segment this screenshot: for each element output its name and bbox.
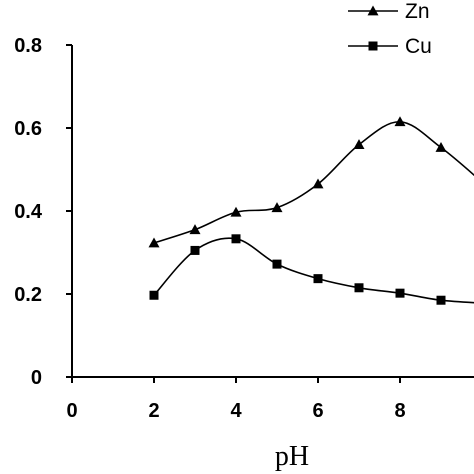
data-point: [149, 290, 159, 300]
legend-label: Cu: [405, 35, 432, 58]
data-point: [353, 139, 365, 149]
legend-marker: [367, 5, 379, 16]
data-point: [230, 206, 242, 217]
data-point: [354, 283, 364, 293]
x-tick-label: 0: [66, 400, 77, 422]
data-point: [312, 178, 324, 189]
tick-labels: 02468100.20.40.60.8: [14, 35, 405, 422]
data-point: [148, 237, 160, 248]
data-point: [394, 116, 406, 127]
x-tick-label: 2: [148, 400, 159, 422]
x-tick-label: 6: [312, 400, 323, 422]
series-cu: [149, 234, 474, 305]
ticks: [66, 44, 401, 383]
data-point: [272, 259, 282, 269]
series-line: [153, 120, 474, 244]
legend: Zn Cu: [348, 0, 432, 58]
data-point: [436, 295, 446, 305]
x-axis-title: pH: [275, 441, 309, 472]
y-tick-label: 0: [31, 367, 42, 389]
series-layer: [148, 116, 474, 305]
y-tick-label: 0.8: [14, 35, 42, 57]
y-tick-label: 0.6: [14, 118, 42, 140]
x-tick-label: 8: [394, 400, 405, 422]
legend-item-cu: Cu: [348, 35, 432, 58]
y-tick-label: 0.4: [14, 201, 43, 223]
data-point: [189, 224, 201, 235]
legend-item-zn: Zn: [348, 0, 430, 23]
series-line: [153, 237, 474, 304]
legend-label: Zn: [405, 0, 430, 23]
x-tick-label: 4: [230, 400, 242, 422]
series-zn: [148, 116, 474, 248]
data-point: [395, 288, 405, 298]
data-point: [271, 202, 283, 213]
data-point: [313, 274, 323, 284]
legend-marker: [368, 41, 378, 51]
data-point: [435, 142, 447, 152]
data-point: [190, 245, 200, 255]
y-tick-label: 0.2: [14, 284, 42, 306]
data-point: [231, 234, 241, 244]
